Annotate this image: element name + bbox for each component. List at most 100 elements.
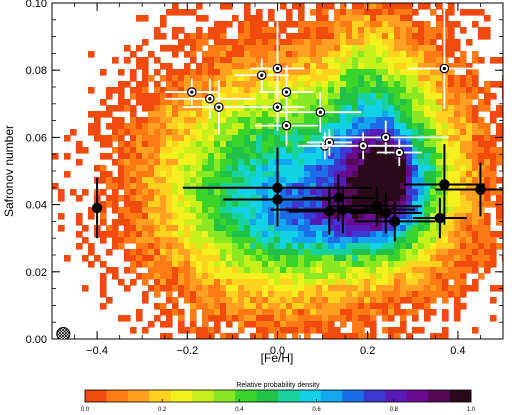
density-cell bbox=[304, 231, 311, 238]
density-cell bbox=[274, 141, 281, 148]
density-cell bbox=[196, 237, 203, 244]
density-cell bbox=[370, 3, 377, 10]
density-cell bbox=[442, 105, 449, 112]
density-cell bbox=[280, 51, 287, 58]
density-cell bbox=[154, 111, 161, 118]
density-cell bbox=[208, 309, 215, 316]
density-cell bbox=[412, 39, 419, 46]
density-cell bbox=[304, 297, 311, 304]
density-cell bbox=[424, 207, 431, 214]
density-cell bbox=[196, 99, 203, 106]
density-cell bbox=[238, 309, 245, 316]
density-cell bbox=[100, 69, 107, 76]
density-cell bbox=[250, 81, 257, 88]
marker-filled bbox=[380, 207, 391, 219]
density-cell bbox=[406, 267, 413, 274]
density-cell bbox=[346, 219, 353, 226]
density-cell bbox=[412, 75, 419, 82]
density-cell bbox=[352, 261, 359, 268]
density-cell bbox=[370, 291, 377, 298]
density-cell bbox=[178, 195, 185, 202]
density-cell bbox=[232, 237, 239, 244]
density-cell bbox=[184, 99, 191, 106]
density-cell bbox=[256, 303, 263, 310]
density-cell bbox=[286, 51, 293, 58]
density-cell bbox=[484, 213, 491, 220]
filled-data-point bbox=[331, 186, 422, 227]
density-cell bbox=[154, 261, 161, 268]
density-cell bbox=[334, 261, 341, 268]
density-cell bbox=[454, 129, 461, 136]
density-cell bbox=[418, 225, 425, 232]
density-cell bbox=[418, 183, 425, 190]
density-cell bbox=[256, 291, 263, 298]
density-cell bbox=[352, 105, 359, 112]
density-cell bbox=[112, 57, 119, 64]
density-cell bbox=[244, 315, 251, 322]
density-cell bbox=[214, 51, 221, 58]
density-cell bbox=[238, 177, 245, 184]
density-cell bbox=[382, 87, 389, 94]
density-cell bbox=[148, 195, 155, 202]
density-cell bbox=[412, 69, 419, 76]
density-cell bbox=[346, 297, 353, 304]
density-cell bbox=[484, 33, 491, 40]
density-cell bbox=[142, 105, 149, 112]
density-cell bbox=[292, 129, 299, 136]
density-cell bbox=[112, 231, 119, 238]
density-cell bbox=[406, 213, 413, 220]
density-cell bbox=[214, 321, 221, 328]
density-cell bbox=[292, 237, 299, 244]
density-cell bbox=[286, 261, 293, 268]
density-cell bbox=[376, 111, 383, 118]
density-cell bbox=[148, 219, 155, 226]
density-cell bbox=[358, 321, 365, 328]
density-cell bbox=[184, 171, 191, 178]
density-cell bbox=[334, 201, 341, 208]
density-cell bbox=[472, 81, 479, 88]
density-cell bbox=[316, 291, 323, 298]
density-cell bbox=[442, 309, 449, 316]
density-cell bbox=[202, 279, 209, 286]
density-cell bbox=[358, 45, 365, 52]
density-cell bbox=[196, 135, 203, 142]
density-cell bbox=[436, 81, 443, 88]
density-cell bbox=[178, 45, 185, 52]
density-cell bbox=[238, 75, 245, 82]
density-cell bbox=[496, 123, 503, 130]
density-cell bbox=[472, 225, 479, 232]
density-cell bbox=[322, 39, 329, 46]
density-cell bbox=[364, 21, 371, 28]
density-cell bbox=[190, 111, 197, 118]
density-cell bbox=[304, 219, 311, 226]
density-cell bbox=[244, 87, 251, 94]
density-cell bbox=[364, 237, 371, 244]
density-cell bbox=[268, 33, 275, 40]
density-cell bbox=[328, 3, 335, 10]
density-cell bbox=[412, 129, 419, 136]
density-cell bbox=[250, 243, 257, 250]
density-cell bbox=[304, 285, 311, 292]
density-cell bbox=[322, 201, 329, 208]
density-cell bbox=[340, 117, 347, 124]
y-tick-label: 0.10 bbox=[26, 0, 47, 10]
density-cell bbox=[376, 141, 383, 148]
density-cell bbox=[346, 315, 353, 322]
density-cell bbox=[418, 177, 425, 184]
density-cell bbox=[262, 285, 269, 292]
density-cell bbox=[202, 315, 209, 322]
density-cell bbox=[406, 81, 413, 88]
density-cell bbox=[316, 159, 323, 166]
density-cell bbox=[394, 117, 401, 124]
density-cell bbox=[340, 141, 347, 148]
density-cell bbox=[382, 15, 389, 22]
density-cell bbox=[154, 87, 161, 94]
density-cell bbox=[298, 51, 305, 58]
density-cell bbox=[190, 195, 197, 202]
density-cell bbox=[196, 87, 203, 94]
density-cell bbox=[238, 261, 245, 268]
density-cell bbox=[460, 183, 467, 190]
density-cell bbox=[148, 189, 155, 196]
density-cell bbox=[118, 123, 125, 130]
density-cell bbox=[184, 75, 191, 82]
